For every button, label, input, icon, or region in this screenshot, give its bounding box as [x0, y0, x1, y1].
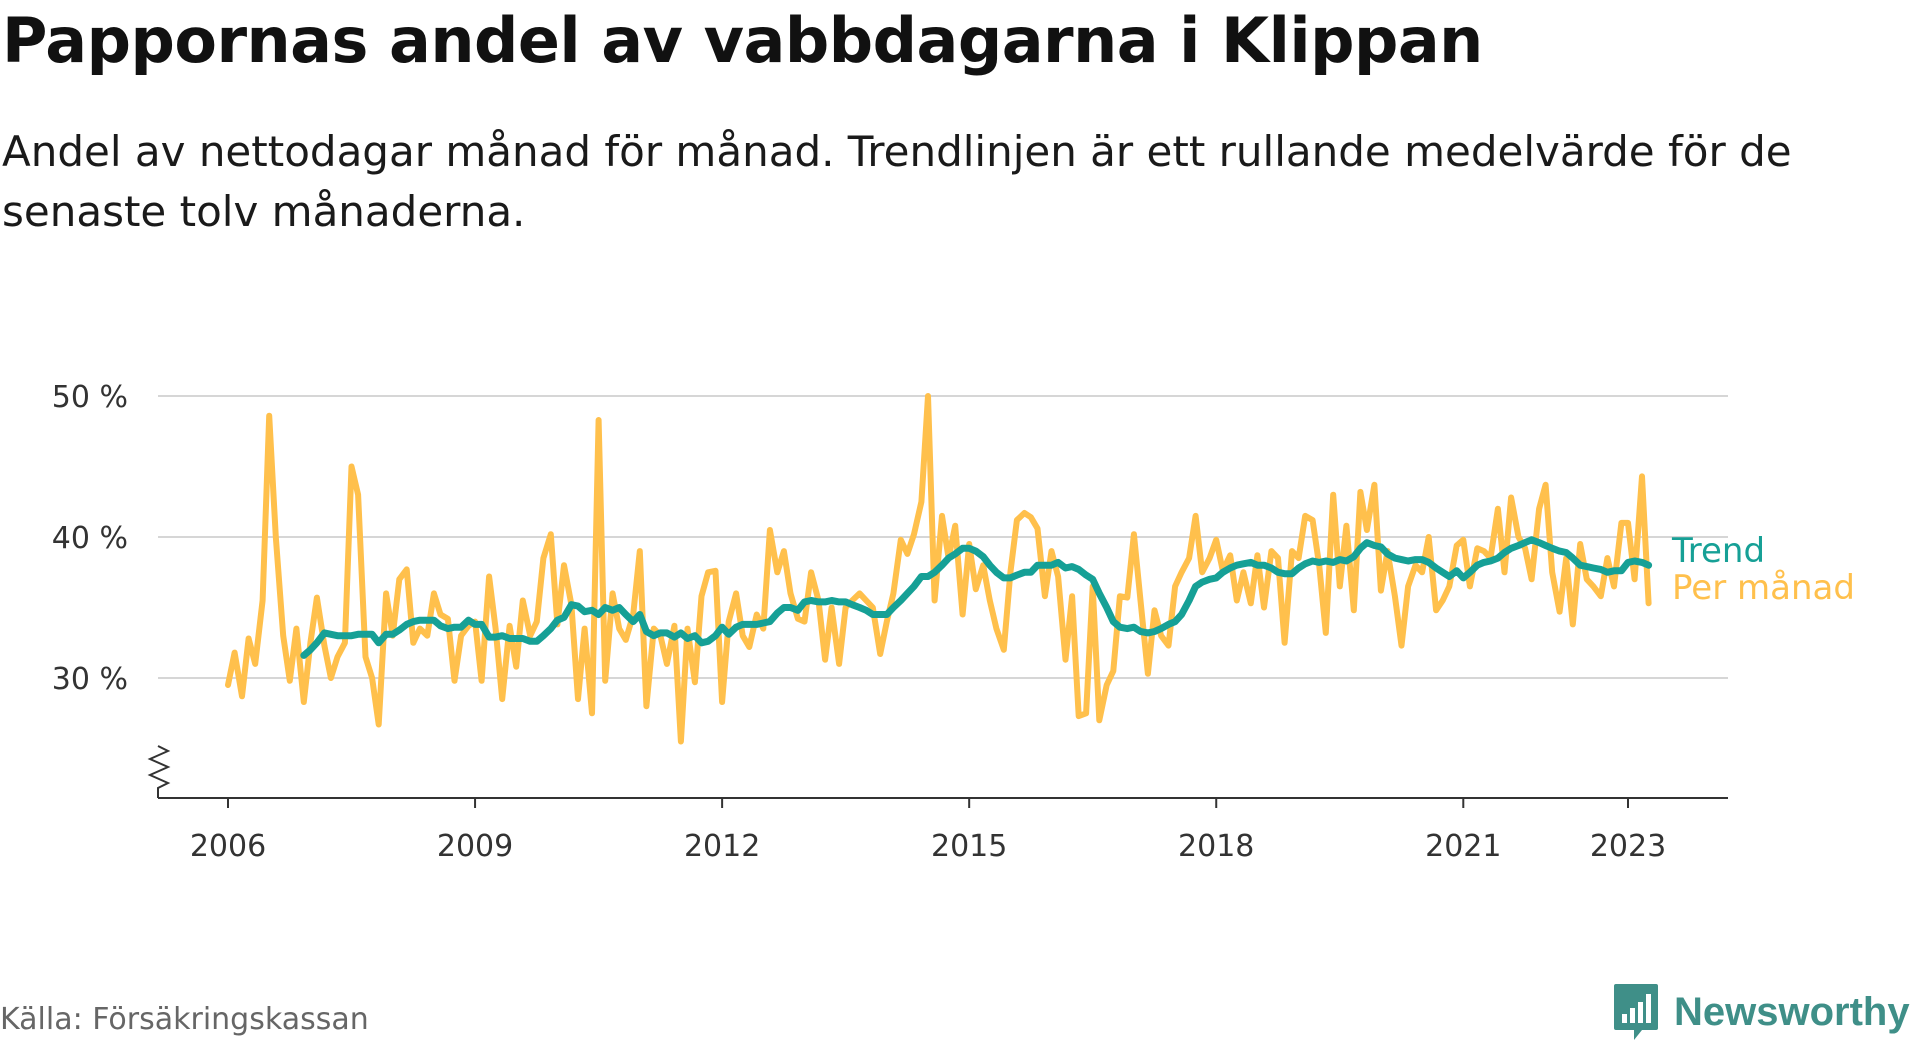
- x-tick-label: 2021: [1425, 829, 1501, 864]
- chart-subtitle: Andel av nettodagar månad för månad. Tre…: [2, 127, 1792, 236]
- y-tick-label: 50 %: [52, 380, 128, 415]
- trend-series-label: Trend: [1671, 531, 1765, 571]
- axis-break-icon: [147, 745, 171, 798]
- x-tick-label: 2012: [684, 829, 760, 864]
- x-tick-label: 2018: [1178, 829, 1254, 864]
- axes: 30 % 40 % 50 % 2006 2009 2012 2015 2018 2021 2023: [52, 380, 1728, 864]
- x-tick-label: 2009: [437, 829, 513, 864]
- y-tick-label: 40 %: [52, 521, 128, 556]
- brand-logo: Newsworthy: [1612, 980, 1910, 1044]
- brand-name: Newsworthy: [1674, 989, 1910, 1034]
- monthly-series-label: Per månad: [1672, 568, 1855, 608]
- trend-series-line: [300, 536, 1653, 659]
- newsworthy-logo-icon: [1614, 984, 1658, 1040]
- monthly-series-line: [225, 393, 1652, 745]
- x-tick-label: 2006: [190, 829, 266, 864]
- y-tick-label: 30 %: [52, 662, 128, 697]
- x-tick-label: 2015: [931, 829, 1007, 864]
- chart-title: Pappornas andel av vabbdagarna i Klippan: [2, 4, 1483, 77]
- source-note: Källa: Försäkringskassan: [0, 1002, 369, 1037]
- series-lines: [225, 393, 1653, 745]
- x-tick-label: 2023: [1590, 829, 1666, 864]
